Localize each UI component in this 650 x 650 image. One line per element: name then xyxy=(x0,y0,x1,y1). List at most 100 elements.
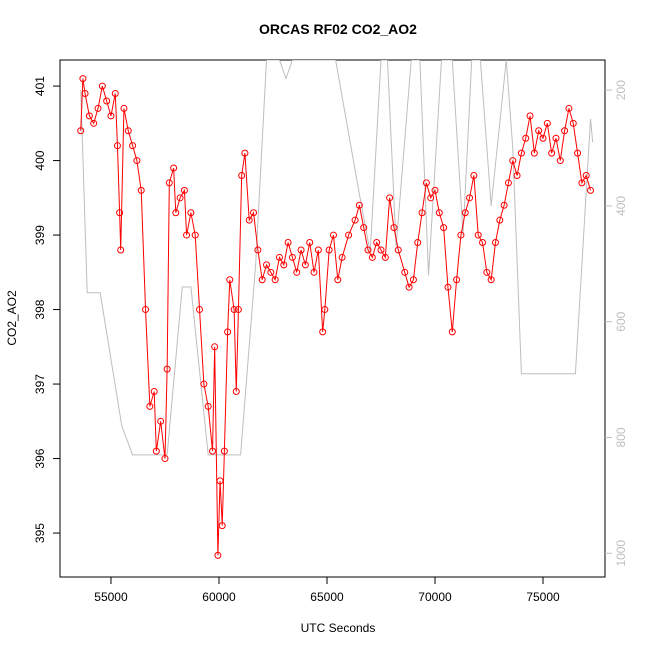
data-point xyxy=(381,253,389,261)
data-point xyxy=(165,179,173,187)
y-tick-label: 395 xyxy=(33,523,47,543)
data-point xyxy=(314,246,322,254)
data-point xyxy=(161,455,169,463)
data-point xyxy=(77,127,85,135)
data-point xyxy=(111,90,119,98)
data-point xyxy=(113,142,121,150)
data-point xyxy=(150,388,158,396)
data-point xyxy=(120,104,128,112)
data-point xyxy=(329,231,337,239)
y2-tick-label: 200 xyxy=(614,80,628,100)
chart-title: ORCAS RF02 CO2_AO2 xyxy=(259,21,417,37)
data-point xyxy=(172,209,180,217)
data-point xyxy=(491,239,499,247)
data-point xyxy=(209,447,217,455)
data-point xyxy=(578,179,586,187)
x-tick-label: 65000 xyxy=(310,590,344,604)
data-point xyxy=(453,276,461,284)
data-point xyxy=(461,209,469,217)
data-point xyxy=(187,209,195,217)
data-point xyxy=(517,149,525,157)
data-point xyxy=(241,149,249,157)
data-point xyxy=(191,231,199,239)
data-point xyxy=(548,149,556,157)
data-point xyxy=(232,388,240,396)
data-point xyxy=(377,246,385,254)
data-point xyxy=(226,276,234,284)
data-point xyxy=(427,194,435,202)
data-point xyxy=(479,239,487,247)
data-point xyxy=(137,186,145,194)
data-point xyxy=(364,246,372,254)
data-point xyxy=(435,209,443,217)
plot-area xyxy=(77,60,595,559)
data-point xyxy=(271,276,279,284)
data-point xyxy=(368,253,376,261)
data-point xyxy=(124,127,132,135)
data-point xyxy=(321,306,329,314)
data-point xyxy=(103,97,111,105)
data-point xyxy=(552,134,560,142)
y-tick-label: 396 xyxy=(33,448,47,468)
data-point xyxy=(466,194,474,202)
data-point xyxy=(220,447,228,455)
x-tick-label: 60000 xyxy=(202,590,236,604)
data-point xyxy=(470,171,478,179)
data-point xyxy=(152,447,160,455)
data-point xyxy=(204,402,212,410)
data-point xyxy=(297,246,305,254)
y-tick-label: 401 xyxy=(33,76,47,96)
data-point xyxy=(405,283,413,291)
data-point xyxy=(587,186,595,194)
data-point xyxy=(526,112,534,120)
data-point xyxy=(284,239,292,247)
data-point xyxy=(319,328,327,336)
data-point xyxy=(483,268,491,276)
data-point xyxy=(535,127,543,135)
data-point xyxy=(345,231,353,239)
data-point xyxy=(522,134,530,142)
data-point xyxy=(288,253,296,261)
data-point xyxy=(142,306,150,314)
data-point xyxy=(409,276,417,284)
data-point xyxy=(200,380,208,388)
data-point xyxy=(117,246,125,254)
data-point xyxy=(107,112,115,120)
data-point xyxy=(176,194,184,202)
data-point xyxy=(280,261,288,269)
data-point xyxy=(263,261,271,269)
y2-tick-label: 400 xyxy=(614,196,628,216)
data-point xyxy=(513,171,521,179)
y-tick-label: 397 xyxy=(33,374,47,394)
data-point xyxy=(94,104,102,112)
data-point xyxy=(267,268,275,276)
data-point xyxy=(414,239,422,247)
data-point xyxy=(254,246,262,254)
x-axis-label: UTC Seconds xyxy=(301,621,376,635)
data-point xyxy=(245,216,253,224)
x-tick-label: 75000 xyxy=(526,590,560,604)
y2-tick-label: 1000 xyxy=(614,540,628,567)
data-point xyxy=(98,82,106,90)
data-point xyxy=(163,365,171,373)
y2-tick-label: 800 xyxy=(614,427,628,447)
x-tick-label: 70000 xyxy=(418,590,452,604)
data-point xyxy=(81,90,89,98)
data-point xyxy=(211,343,219,351)
data-point xyxy=(556,157,564,165)
series-line xyxy=(80,60,594,456)
data-point xyxy=(565,104,573,112)
x-tick-label: 55000 xyxy=(94,590,128,604)
data-point xyxy=(214,551,222,559)
data-point xyxy=(180,186,188,194)
data-point xyxy=(306,239,314,247)
data-point xyxy=(401,268,409,276)
data-point xyxy=(431,186,439,194)
data-point xyxy=(79,75,87,83)
data-point xyxy=(116,209,124,217)
data-point xyxy=(474,231,482,239)
data-point xyxy=(530,149,538,157)
data-point xyxy=(543,119,551,127)
data-point xyxy=(216,477,224,485)
data-point xyxy=(418,209,426,217)
